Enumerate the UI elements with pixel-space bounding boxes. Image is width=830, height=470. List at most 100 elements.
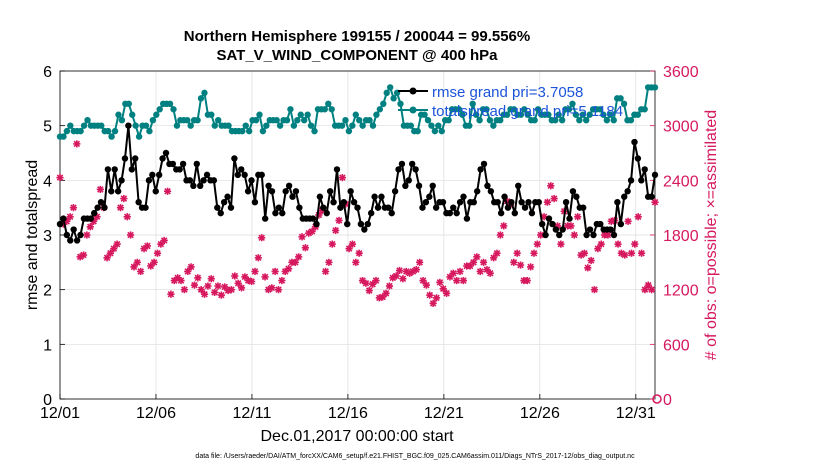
obs-assimilated-point (214, 282, 222, 290)
legend: rmse grand pri=3.7058 totalspread grand … (398, 84, 623, 120)
rmse-point (597, 220, 604, 228)
obs-assimilated-point (278, 276, 286, 285)
obs-assimilated-point (207, 275, 215, 283)
obs-assimilated-point (587, 256, 595, 265)
y2-tick-label: 0 (663, 392, 672, 409)
totalspread-point (466, 122, 473, 129)
rmse-point (535, 199, 542, 206)
totalspread-point (438, 127, 445, 135)
rmse-point (409, 160, 416, 168)
rmse-point (473, 188, 481, 195)
obs-assimilated-point (177, 276, 185, 285)
obs-assimilated-point (332, 226, 340, 235)
totalspread-point (263, 122, 270, 129)
obs-assimilated-point (510, 258, 518, 266)
rmse-point (525, 199, 532, 206)
obs-assimilated-point (274, 286, 283, 294)
totalspread-point (445, 117, 452, 124)
rmse-point (217, 209, 224, 217)
totalspread-point (60, 133, 67, 140)
totalspread-point (276, 122, 284, 129)
rmse-point (542, 231, 549, 239)
x-axis-label: Dec.01,2017 00:00:00 start (260, 428, 454, 445)
rmse-point (634, 155, 642, 162)
obs-assimilated-point (550, 194, 558, 203)
obs-assimilated-point (644, 281, 652, 289)
totalspread-point (483, 106, 490, 113)
obs-assimilated-point (641, 286, 649, 294)
chart-title-line1: Northern Hemisphere 199155 / 200044 = 99… (184, 28, 530, 45)
totalspread-point (63, 127, 71, 135)
obs-assimilated-point (197, 286, 205, 294)
y-tick-label: 5 (43, 119, 52, 136)
rmse-point (569, 188, 577, 195)
totalspread-point (617, 95, 624, 102)
obs-assimilated-point (268, 284, 276, 292)
totalspread-point (67, 122, 74, 129)
rmse-point (200, 177, 207, 184)
obs-assimilated-point (143, 242, 152, 250)
rmse-point (552, 226, 560, 233)
y-axis-left: 0 1 2 3 4 5 6 (43, 64, 65, 409)
obs-assimilated-point (194, 274, 202, 282)
totalspread-point (510, 106, 518, 113)
rmse-point (97, 199, 105, 206)
totalspread-point (352, 111, 359, 118)
obs-assimilated-point (69, 204, 78, 212)
obs-assimilated-point (284, 265, 293, 273)
rmse-point (450, 204, 457, 211)
x-tick-label: 12/16 (328, 405, 368, 422)
totalspread-point (170, 106, 177, 113)
rmse-point (282, 188, 289, 195)
totalspread-point (414, 127, 421, 135)
totalspread-series (56, 84, 659, 140)
obs-assimilated-point (301, 244, 309, 252)
x-tick-label: 12/26 (520, 405, 560, 422)
rmse-point (624, 188, 631, 195)
totalspread-point (84, 117, 91, 124)
totalspread-point (651, 84, 659, 91)
rmse-point (641, 166, 648, 173)
y2-tick-label: 3600 (663, 64, 699, 81)
totalspread-point (569, 100, 576, 108)
obs-assimilated-point (248, 277, 256, 286)
rmse-point (330, 199, 337, 206)
y-tick-label: 2 (43, 283, 52, 300)
rmse-point (142, 204, 149, 211)
rmse-point (248, 177, 255, 184)
legend-rmse-label: rmse grand pri=3.7058 (432, 84, 583, 101)
obs-assimilated-point (453, 276, 461, 285)
totalspread-point (342, 117, 349, 124)
rmse-point (347, 188, 354, 195)
obs-assimilated-point (580, 249, 589, 257)
totalspread-point (641, 106, 648, 113)
obs-assimilated-point (456, 267, 464, 276)
totalspread-point (300, 117, 308, 124)
rmse-point (313, 220, 320, 228)
totalspread-point (524, 111, 531, 118)
totalspread-point (369, 122, 377, 129)
rmse-point (101, 204, 108, 211)
obs-assimilated-point (120, 194, 128, 203)
totalspread-point (283, 117, 291, 124)
totalspread-point (545, 111, 552, 118)
totalspread-point (245, 127, 253, 135)
obs-assimilated-point (382, 289, 390, 297)
obs-assimilated-point (449, 269, 457, 277)
obs-assimilated-point (328, 240, 336, 248)
obs-possible-point (652, 394, 662, 404)
rmse-point (586, 226, 594, 233)
rmse-point (67, 237, 74, 244)
totalspread-point (153, 111, 160, 118)
totalspread-point (572, 111, 580, 118)
rmse-point (316, 193, 324, 200)
obs-assimilated-point (496, 231, 504, 239)
obs-assimilated-point (83, 231, 91, 239)
rmse-point (439, 199, 447, 206)
obs-assimilated-point (355, 249, 363, 257)
obs-assimilated-point (627, 249, 636, 257)
obs-assimilated-point (439, 285, 447, 293)
obs-assimilated-point (436, 278, 444, 286)
rmse-point (220, 199, 228, 206)
